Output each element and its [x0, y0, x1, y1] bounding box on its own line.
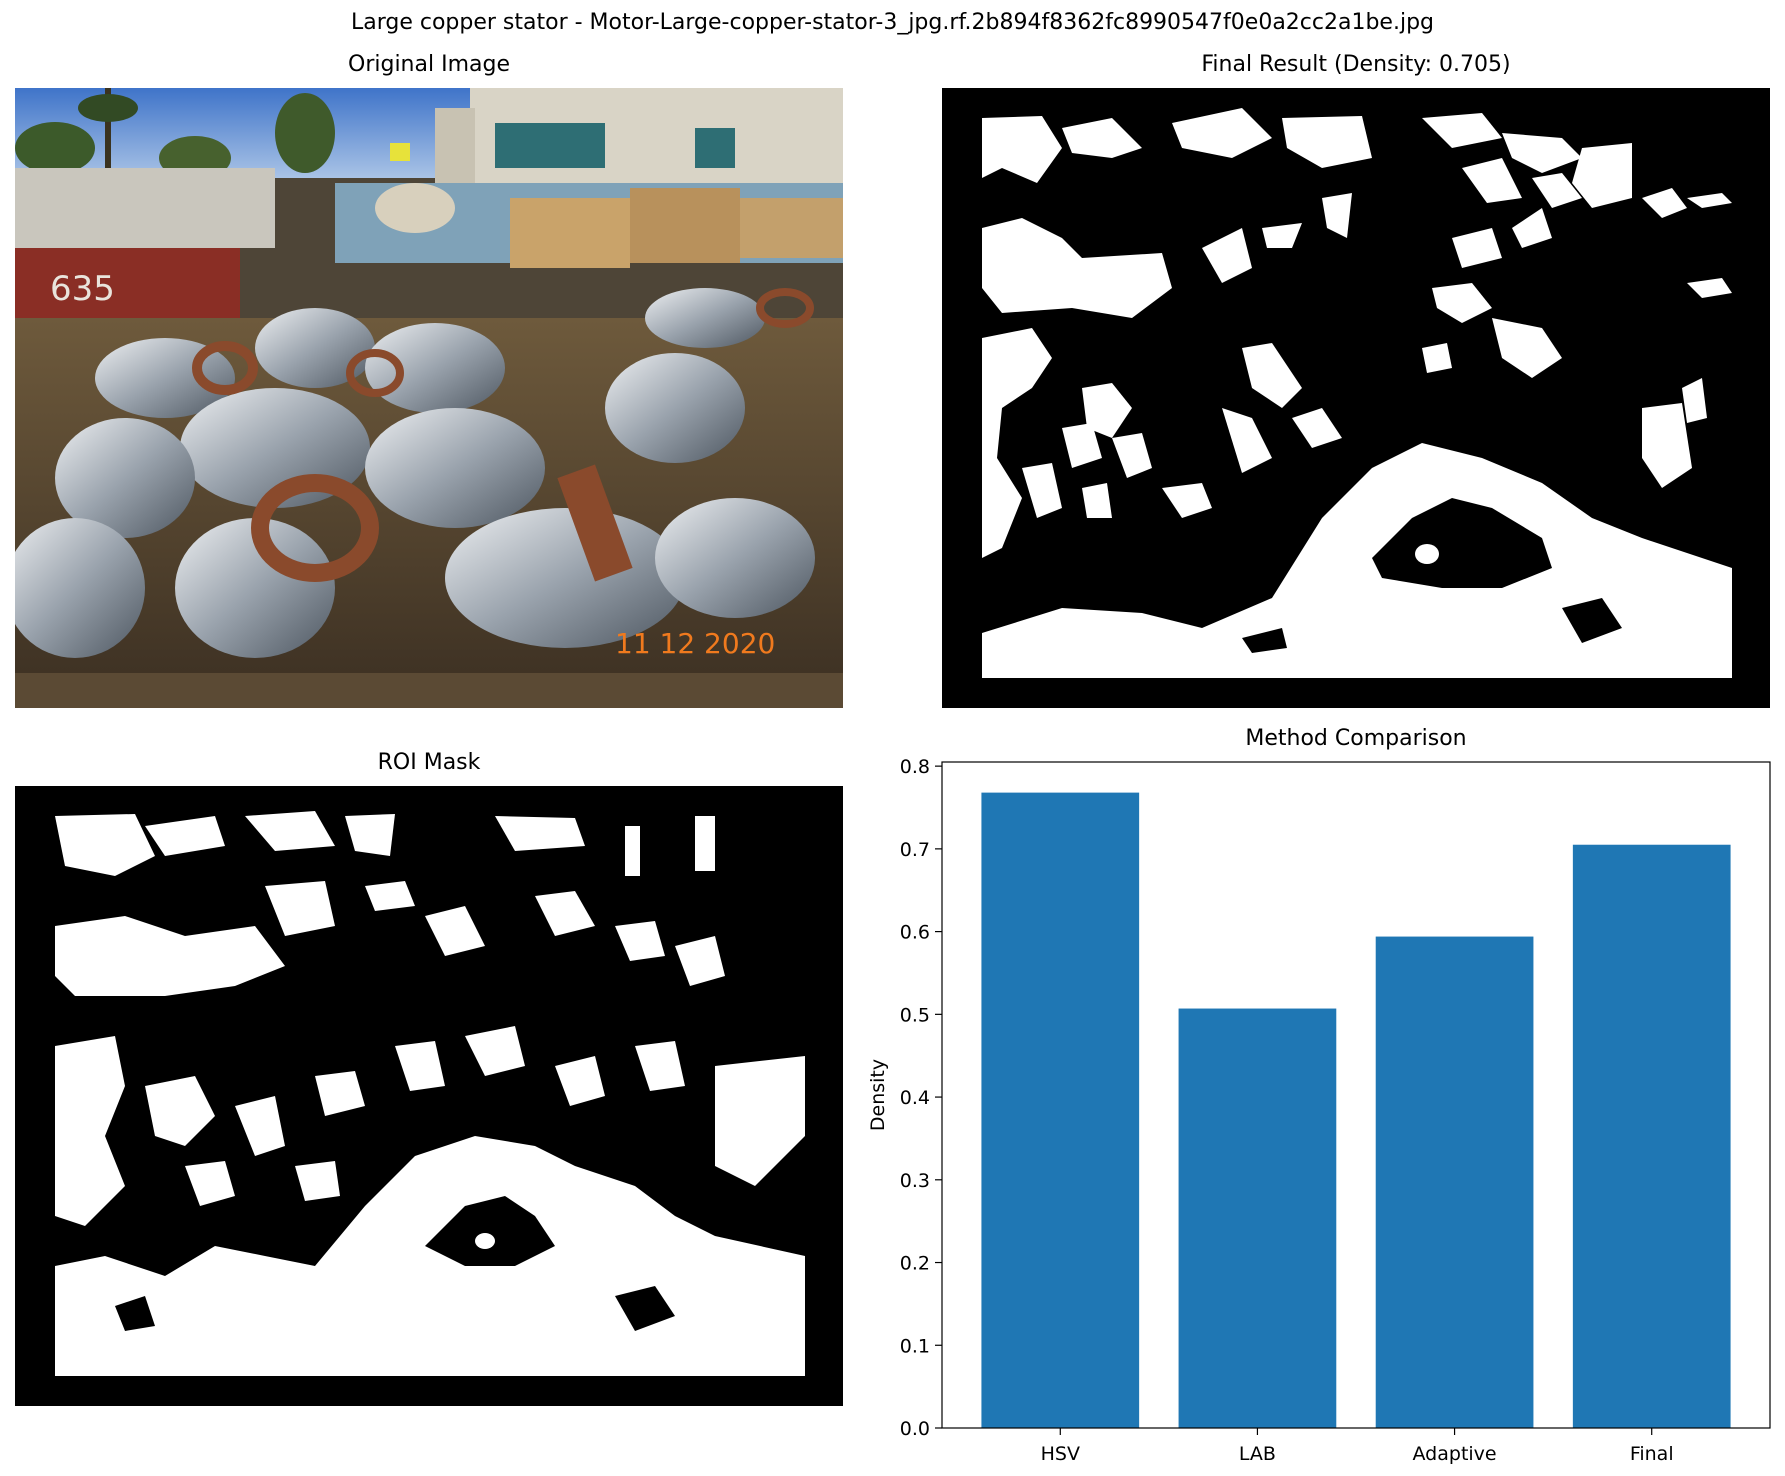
chart-title: Method Comparison	[1245, 726, 1467, 751]
bar-hsv	[981, 792, 1140, 1428]
figure-title: Large copper stator - Motor-Large-copper…	[350, 10, 1435, 35]
y-tick-label: 0.7	[900, 839, 930, 861]
y-tick-label: 0.8	[900, 756, 930, 778]
x-tick-label: Adaptive	[1413, 1443, 1497, 1465]
x-tick-label: LAB	[1239, 1443, 1276, 1465]
y-tick-label: 0.3	[900, 1170, 930, 1192]
y-tick-label: 0.2	[900, 1253, 930, 1275]
final-result-title: Final Result (Density: 0.705)	[1201, 52, 1511, 77]
x-tick-label: HSV	[1041, 1443, 1080, 1465]
roi-mask	[15, 786, 843, 1406]
y-tick-label: 0.6	[900, 922, 930, 944]
y-tick-label: 0.0	[900, 1418, 930, 1440]
bar-lab	[1178, 1008, 1337, 1428]
y-tick-label: 0.4	[900, 1087, 930, 1109]
y-tick-label: 0.5	[900, 1004, 930, 1026]
bar-final	[1572, 844, 1731, 1428]
y-axis-label: Density	[867, 1059, 889, 1131]
original-image: 635 11 12 2020	[15, 88, 843, 708]
bar-adaptive	[1375, 936, 1534, 1428]
x-tick-label: Final	[1630, 1443, 1674, 1465]
final-result-mask	[942, 88, 1770, 708]
bin-label: 635	[50, 269, 115, 309]
axes-frame	[941, 761, 1771, 1429]
y-tick-label: 0.1	[900, 1335, 930, 1357]
date-stamp: 11 12 2020	[615, 627, 775, 660]
original-image-title: Original Image	[348, 52, 510, 77]
roi-mask-title: ROI Mask	[377, 750, 481, 775]
